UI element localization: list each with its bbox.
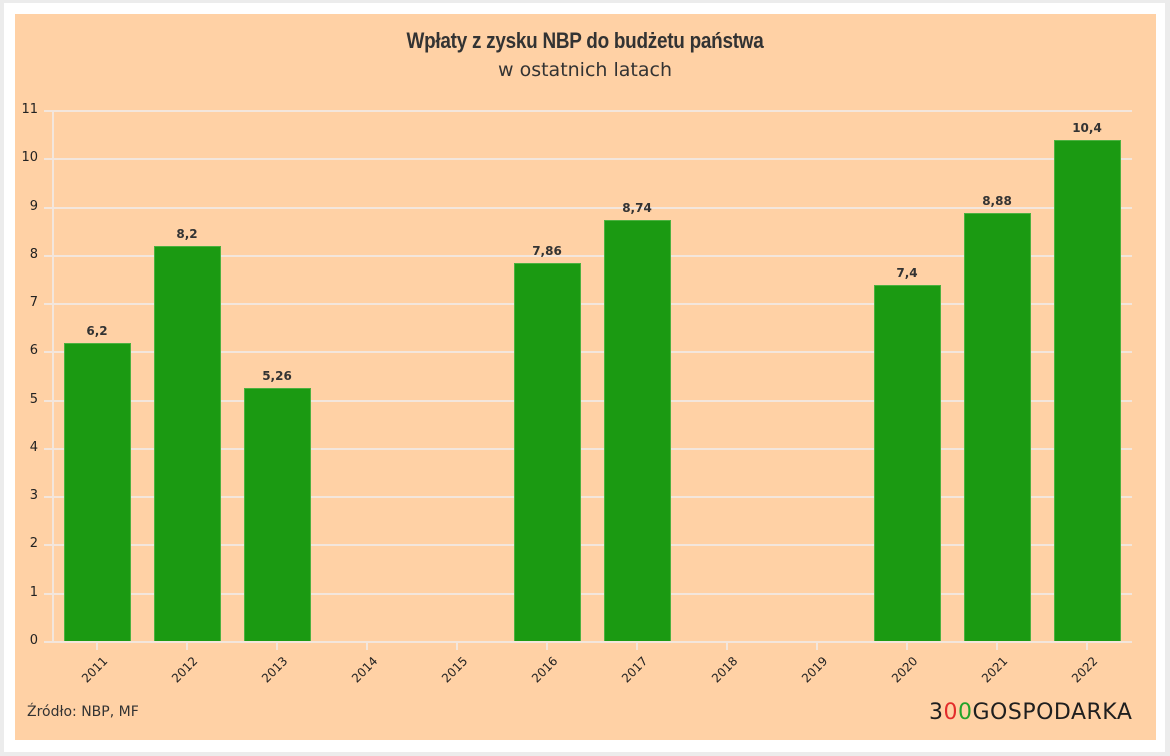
bar-value-label: 8,88 (982, 194, 1012, 209)
x-tick-mark (96, 643, 98, 650)
bar-2017 (603, 220, 671, 642)
x-tick-mark (996, 643, 998, 650)
bar-value-label: 7,86 (532, 243, 562, 258)
gridline (44, 496, 1132, 499)
x-tick-mark (636, 643, 638, 650)
x-tick-label: 2018 (709, 654, 741, 686)
y-tick-label: 1 (29, 584, 38, 600)
gridline (44, 303, 1132, 306)
x-tick-label: 2019 (799, 654, 831, 686)
bar-value-label: 5,26 (262, 369, 292, 384)
logo-o-green: 0 (958, 700, 973, 725)
gridline (44, 544, 1132, 547)
bar-value-label: 8,74 (622, 201, 652, 216)
x-tick-label: 2013 (259, 654, 291, 686)
x-tick-mark (456, 643, 458, 650)
x-tick-label: 2012 (169, 654, 201, 686)
y-tick-label: 2 (29, 536, 38, 552)
y-tick-label: 11 (21, 102, 38, 117)
gridline (44, 158, 1132, 161)
bar-2016 (513, 262, 581, 642)
bar-2011 (63, 342, 131, 642)
x-tick-mark (186, 643, 188, 650)
chart-title: Wpłaty z zysku NBP do budżetu państwa (406, 28, 764, 53)
x-tick-mark (906, 643, 908, 650)
x-tick-label: 2014 (349, 654, 381, 686)
bar-value-label: 10,4 (1072, 120, 1102, 135)
y-tick-label: 3 (29, 488, 38, 504)
x-tick-mark (816, 643, 818, 650)
logo-suffix: GOSPODARKA (972, 700, 1133, 725)
x-tick-label: 2020 (889, 654, 921, 686)
bar-2020 (873, 284, 941, 642)
x-tick-label: 2011 (79, 654, 111, 686)
gridline (44, 592, 1132, 595)
gridline (44, 447, 1132, 450)
bar-2021 (963, 213, 1031, 642)
source-note: Źródło: NBP, MF (27, 704, 139, 720)
bar-value-label: 8,2 (176, 227, 198, 242)
bar-value-label: 6,2 (86, 323, 108, 338)
bar-2013 (243, 388, 311, 642)
gridline (44, 110, 1132, 112)
x-tick-label: 2015 (439, 654, 471, 686)
logo-o-red: 0 (943, 700, 958, 725)
y-tick-label: 4 (29, 439, 38, 455)
x-tick-mark (726, 643, 728, 650)
bar-2012 (153, 246, 221, 642)
x-tick-mark (546, 643, 548, 650)
x-tick-label: 2021 (979, 654, 1011, 686)
gridline (44, 254, 1132, 257)
x-tick-label: 2016 (529, 654, 561, 686)
gridline (44, 351, 1132, 354)
logo-prefix: 3 (929, 700, 944, 725)
y-tick-label: 6 (29, 343, 38, 359)
x-tick-mark (276, 643, 278, 650)
x-tick-mark (366, 643, 368, 650)
x-tick-label: 2022 (1069, 654, 1101, 686)
gridline (44, 399, 1132, 402)
chart-subtitle: w ostatnich latach (498, 59, 672, 81)
y-tick-label: 9 (29, 198, 38, 214)
y-tick-label: 0 (29, 633, 38, 648)
x-axis-line (44, 641, 1132, 643)
x-tick-mark (1086, 643, 1088, 650)
bar-2022 (1053, 139, 1121, 642)
bar-value-label: 7,4 (896, 265, 918, 280)
y-tick-label: 5 (29, 391, 38, 407)
y-tick-label: 10 (21, 150, 38, 166)
brand-logo: 300GOSPODARKA (929, 700, 1132, 725)
gridline (44, 206, 1132, 209)
y-tick-label: 8 (29, 246, 38, 262)
y-axis-line (52, 111, 54, 643)
x-tick-label: 2017 (619, 654, 651, 686)
y-tick-label: 7 (29, 295, 38, 311)
